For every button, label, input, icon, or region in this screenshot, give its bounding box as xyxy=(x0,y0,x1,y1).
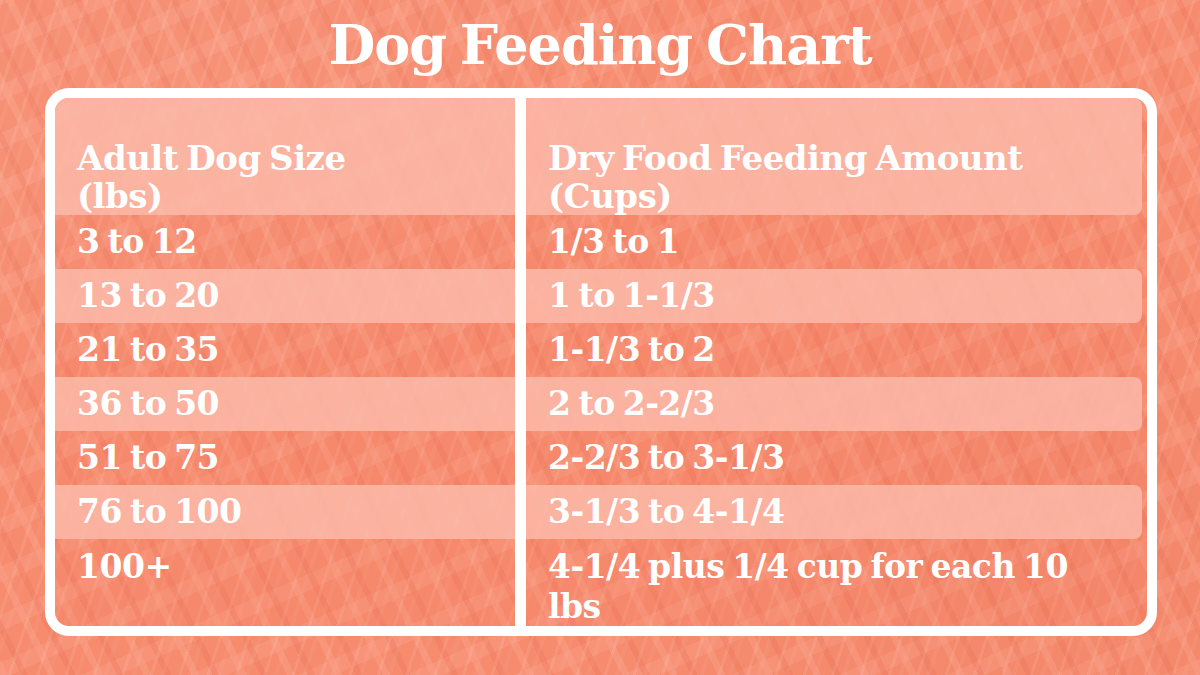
size-cell-row-6: 76 to 100 xyxy=(55,485,515,539)
size-cell-text: 21 to 35 xyxy=(77,332,219,368)
size-cell-text: 36 to 50 xyxy=(77,386,219,422)
size-cell-row-3: 21 to 35 xyxy=(55,323,515,377)
size-cell-text: 13 to 20 xyxy=(77,278,219,314)
column-header-size: Adult Dog Size (lbs) xyxy=(55,98,515,215)
size-cell-text: 100+ xyxy=(77,547,172,587)
size-cell-row-7: 100+ xyxy=(55,539,515,626)
amount-cell-text: 3-1/3 to 4-1/4 xyxy=(548,494,785,530)
column-dog-size: Adult Dog Size (lbs) 3 to 12 13 to 20 21… xyxy=(55,98,515,626)
amount-cell-row-2: 1 to 1-1/3 xyxy=(526,269,1142,323)
amount-cell-text: 4-1/4 plus 1/4 cup for each 10 lbs of bo… xyxy=(548,547,1121,636)
size-cell-row-5: 51 to 75 xyxy=(55,431,515,485)
column-header-size-label: Adult Dog Size (lbs) xyxy=(77,138,346,216)
amount-cell-text: 1/3 to 1 xyxy=(548,224,679,260)
amount-cell-row-5: 2-2/3 to 3-1/3 xyxy=(526,431,1147,485)
amount-cell-text: 2-2/3 to 3-1/3 xyxy=(548,440,785,476)
size-cell-text: 76 to 100 xyxy=(77,494,242,530)
size-cell-row-2: 13 to 20 xyxy=(55,269,515,323)
column-feeding-amount: Dry Food Feeding Amount (Cups) 1/3 to 1 … xyxy=(526,98,1147,626)
feeding-table: Adult Dog Size (lbs) 3 to 12 13 to 20 21… xyxy=(45,88,1157,636)
amount-cell-text: 1 to 1-1/3 xyxy=(548,278,715,314)
amount-cell-text: 1-1/3 to 2 xyxy=(548,332,715,368)
amount-cell-row-6: 3-1/3 to 4-1/4 xyxy=(526,485,1142,539)
size-cell-text: 3 to 12 xyxy=(77,224,197,260)
size-cell-text: 51 to 75 xyxy=(77,440,219,476)
page-title: Dog Feeding Chart xyxy=(0,14,1200,76)
size-cell-row-1: 3 to 12 xyxy=(55,215,515,269)
column-header-amount: Dry Food Feeding Amount (Cups) xyxy=(526,98,1142,215)
column-divider xyxy=(515,98,526,626)
amount-cell-row-7: 4-1/4 plus 1/4 cup for each 10 lbs of bo… xyxy=(526,539,1147,636)
size-cell-row-4: 36 to 50 xyxy=(55,377,515,431)
amount-cell-row-4: 2 to 2-2/3 xyxy=(526,377,1142,431)
amount-cell-text: 2 to 2-2/3 xyxy=(548,386,715,422)
amount-cell-row-1: 1/3 to 1 xyxy=(526,215,1147,269)
infographic-canvas: Dog Feeding Chart Adult Dog Size (lbs) 3… xyxy=(0,0,1200,675)
amount-cell-row-3: 1-1/3 to 2 xyxy=(526,323,1147,377)
column-header-amount-label: Dry Food Feeding Amount (Cups) xyxy=(548,138,1022,216)
